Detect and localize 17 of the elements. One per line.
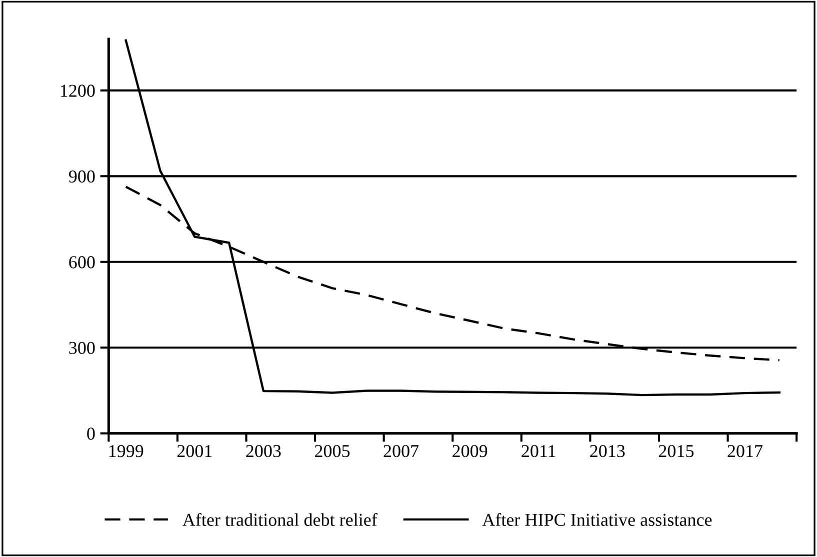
x-tick-label: 2011 [522,444,556,458]
legend-label: After traditional debt relief [182,513,378,526]
y-tick-label: 900 [68,170,95,183]
x-tick-label: 2015 [658,444,694,458]
x-tick-label: 2003 [246,444,281,458]
x-tick-label: 2001 [177,444,212,458]
legend-label: After HIPC Initiative assistance [482,513,712,526]
x-tick-label: 2009 [452,444,488,458]
x-tick-label: 2013 [590,444,625,458]
y-tick-label: 300 [69,342,95,354]
x-tick-label: 2007 [384,444,419,458]
x-tick-label: 1999 [109,445,144,458]
y-tick-label: 1200 [60,84,95,97]
x-tick-label: 2017 [728,444,763,458]
y-tick-label: 600 [69,256,95,268]
x-tick-label: 2005 [314,444,350,458]
y-tick-label: 0 [87,428,95,440]
